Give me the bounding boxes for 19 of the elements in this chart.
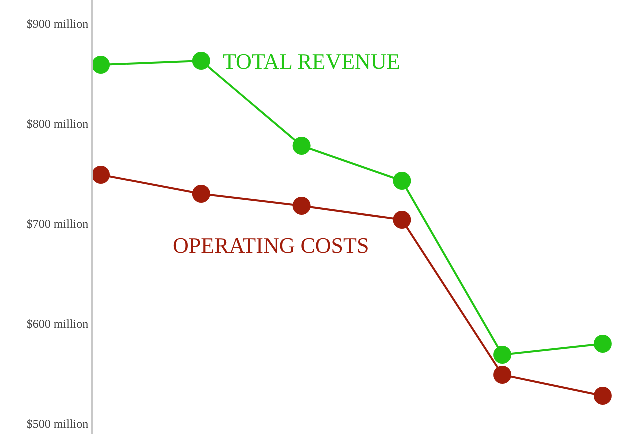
point (494, 346, 512, 364)
y-tick-label: $900 million (26, 17, 89, 32)
point (594, 335, 612, 353)
series-label: TOTAL REVENUE (223, 49, 400, 74)
point (594, 387, 612, 405)
point (292, 137, 311, 155)
y-tick-label: $800 million (26, 117, 89, 132)
series-label: OPERATING COSTS (173, 233, 370, 258)
point (292, 197, 311, 215)
point (192, 52, 210, 70)
point (93, 56, 110, 74)
y-tick-label: $600 million (26, 317, 89, 332)
y-tick-label: $500 million (26, 417, 89, 432)
y-tick-label: $700 million (26, 217, 89, 232)
point (494, 366, 512, 384)
point (393, 172, 412, 190)
point (192, 185, 210, 203)
point (93, 166, 110, 184)
point (393, 211, 412, 229)
